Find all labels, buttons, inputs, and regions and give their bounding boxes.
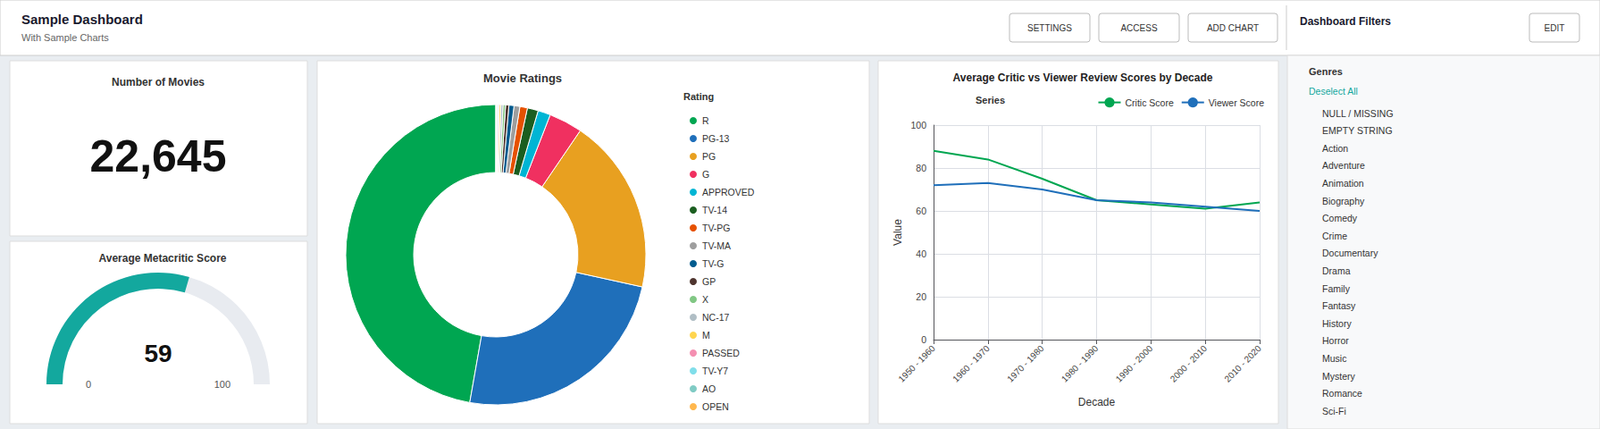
svg-text:Critic Score: Critic Score	[1124, 97, 1173, 109]
svg-text:EMPTY STRING: EMPTY STRING	[1322, 125, 1393, 136]
svg-text:Comedy: Comedy	[1322, 212, 1358, 224]
svg-text:Viewer Score: Viewer Score	[1208, 97, 1265, 109]
svg-text:Documentary: Documentary	[1322, 247, 1379, 259]
svg-text:2000 - 2010: 2000 - 2010	[1168, 343, 1210, 385]
svg-text:TV-G: TV-G	[702, 258, 725, 269]
svg-text:AO: AO	[702, 383, 716, 394]
svg-text:Deselect All: Deselect All	[1308, 85, 1358, 97]
svg-text:Romance: Romance	[1322, 387, 1363, 399]
svg-text:Horror: Horror	[1322, 335, 1349, 346]
svg-text:GP: GP	[702, 276, 716, 287]
svg-text:Family: Family	[1322, 283, 1351, 294]
svg-text:Value: Value	[891, 218, 905, 246]
svg-text:R: R	[702, 115, 710, 126]
svg-text:TV-MA: TV-MA	[702, 240, 731, 252]
svg-text:Adventure: Adventure	[1322, 159, 1366, 171]
svg-text:Biography: Biography	[1322, 195, 1366, 207]
svg-text:Sci-Fi: Sci-Fi	[1322, 405, 1347, 417]
svg-text:1980 - 1990: 1980 - 1990	[1059, 343, 1101, 385]
svg-text:2010 - 2020: 2010 - 2020	[1222, 343, 1264, 385]
svg-text:With Sample Charts: With Sample Charts	[21, 32, 109, 43]
svg-text:22,645: 22,645	[90, 131, 227, 182]
svg-text:TV-14: TV-14	[702, 204, 728, 216]
svg-text:PASSED: PASSED	[702, 347, 740, 359]
svg-text:ACCESS: ACCESS	[1120, 23, 1157, 34]
svg-text:PG-13: PG-13	[702, 133, 730, 144]
svg-text:Action: Action	[1322, 142, 1349, 154]
svg-text:NC-17: NC-17	[702, 311, 730, 323]
svg-text:EDIT: EDIT	[1544, 23, 1566, 34]
svg-text:Rating: Rating	[683, 91, 714, 102]
svg-text:1960 - 1970: 1960 - 1970	[950, 343, 992, 385]
svg-text:Sample Dashboard: Sample Dashboard	[21, 11, 143, 27]
svg-text:59: 59	[143, 339, 172, 368]
svg-text:PG: PG	[702, 150, 716, 162]
svg-text:0: 0	[85, 378, 92, 390]
svg-text:Music: Music	[1322, 352, 1347, 364]
svg-text:Drama: Drama	[1322, 265, 1351, 277]
svg-text:Number of Movies: Number of Movies	[111, 75, 205, 89]
svg-text:Average Critic vs Viewer Revie: Average Critic vs Viewer Review Scores b…	[953, 71, 1214, 84]
svg-text:Average Metacritic Score: Average Metacritic Score	[99, 251, 227, 265]
svg-text:1970 - 1980: 1970 - 1980	[1005, 343, 1047, 385]
svg-text:80: 80	[915, 162, 927, 174]
svg-text:M: M	[702, 329, 711, 341]
svg-text:Series: Series	[975, 94, 1006, 106]
svg-text:X: X	[702, 293, 709, 305]
svg-text:Decade: Decade	[1078, 395, 1116, 409]
svg-text:TV-PG: TV-PG	[702, 222, 731, 234]
svg-text:0: 0	[921, 334, 927, 345]
svg-text:Fantasy: Fantasy	[1322, 300, 1357, 311]
svg-text:NULL / MISSING: NULL / MISSING	[1322, 108, 1394, 119]
svg-text:TV-Y7: TV-Y7	[702, 365, 729, 377]
svg-text:1950 - 1960: 1950 - 1960	[896, 343, 938, 385]
svg-text:Mystery: Mystery	[1322, 370, 1357, 382]
svg-text:ADD CHART: ADD CHART	[1206, 23, 1259, 34]
svg-text:Dashboard Filters: Dashboard Filters	[1299, 15, 1391, 28]
svg-text:APPROVED: APPROVED	[702, 186, 755, 198]
svg-text:SETTINGS: SETTINGS	[1027, 23, 1073, 34]
svg-text:40: 40	[915, 248, 927, 260]
svg-text:G: G	[702, 168, 710, 180]
svg-text:1990 - 2000: 1990 - 2000	[1114, 343, 1156, 385]
svg-text:20: 20	[915, 291, 927, 302]
svg-text:60: 60	[915, 205, 927, 217]
svg-text:History: History	[1322, 318, 1352, 329]
svg-text:Movie Ratings: Movie Ratings	[483, 71, 562, 85]
svg-text:Animation: Animation	[1322, 177, 1365, 189]
svg-text:OPEN: OPEN	[702, 401, 729, 412]
svg-text:100: 100	[910, 119, 927, 131]
svg-text:Genres: Genres	[1308, 66, 1343, 77]
svg-text:100: 100	[214, 378, 231, 390]
svg-text:Crime: Crime	[1322, 230, 1348, 242]
